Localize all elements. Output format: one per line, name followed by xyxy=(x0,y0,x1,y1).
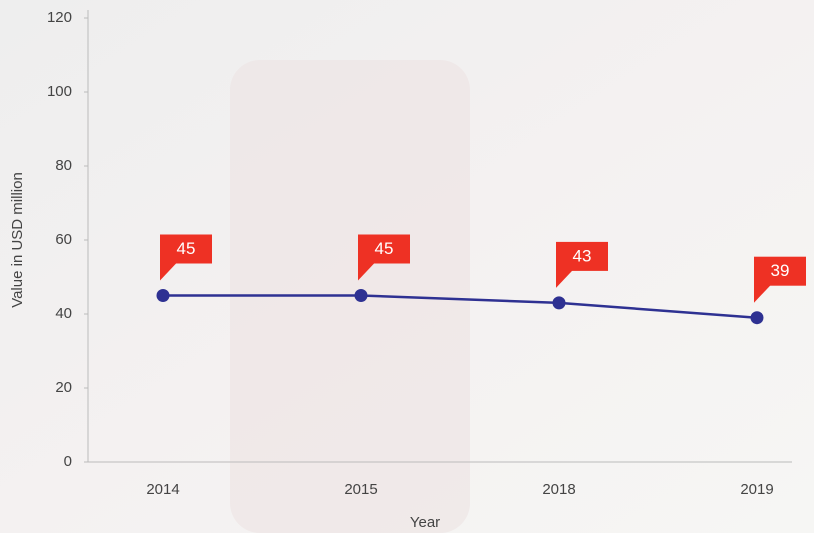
y-tick-label: 120 xyxy=(47,9,72,26)
y-tick-label: 0 xyxy=(64,453,72,470)
y-tick-label: 100 xyxy=(47,83,72,100)
x-tick-label: 2015 xyxy=(344,481,377,498)
chart: Year Value in USD million 0 20 40 60 80 100 12… xyxy=(0,0,814,533)
y-tick-label: 60 xyxy=(55,231,72,248)
y-tick-label: 80 xyxy=(55,157,72,174)
x-tick-label: 2018 xyxy=(542,481,575,498)
page: Year Value in USD million 0 20 40 60 80 100 12… xyxy=(0,0,814,533)
x-axis-title: Year xyxy=(410,514,440,531)
y-tick-label: 40 xyxy=(55,305,72,322)
point xyxy=(751,311,764,324)
value-label: 45 xyxy=(177,239,196,258)
x-tick-label: 2014 xyxy=(146,481,179,498)
value-label: 39 xyxy=(771,261,790,280)
point xyxy=(355,289,368,302)
y-tick-label: 20 xyxy=(55,379,72,396)
point xyxy=(553,296,566,309)
y-axis-title: Value in USD million xyxy=(9,172,26,308)
value-label: 45 xyxy=(375,239,394,258)
point xyxy=(157,289,170,302)
value-label: 43 xyxy=(573,246,592,265)
x-tick-label: 2019 xyxy=(740,481,773,498)
